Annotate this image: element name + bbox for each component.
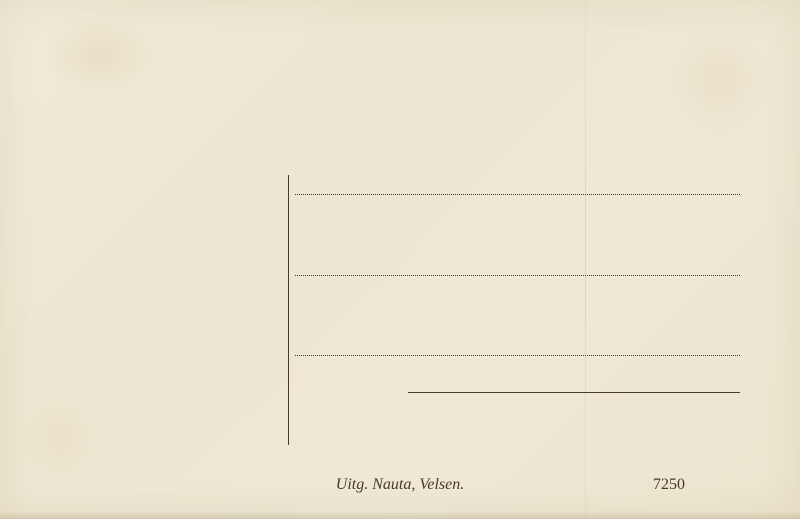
age-stain [670,20,770,140]
serial-number: 7250 [653,476,685,494]
paper-fold-line [585,0,586,519]
address-line-2 [295,275,740,276]
age-stain [20,389,100,489]
age-stain [40,15,160,95]
bottom-edge-shadow [0,511,800,519]
center-divider [288,175,289,445]
postcard-back: Uitg. Nauta, Velsen. 7250 [0,0,800,519]
publisher-credit: Uitg. Nauta, Velsen. [336,476,464,494]
address-line-4 [408,392,740,393]
address-line-1 [295,194,740,195]
address-line-3 [295,355,740,356]
